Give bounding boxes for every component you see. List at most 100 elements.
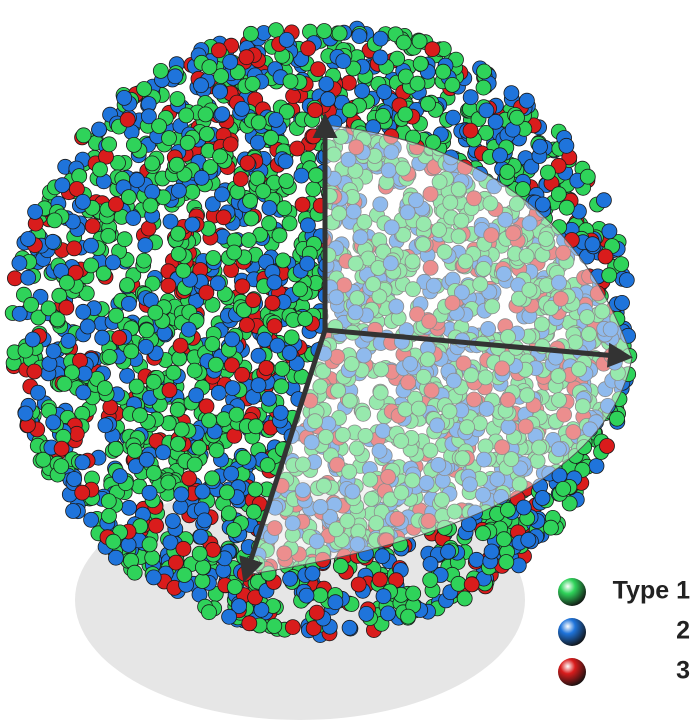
particle [165,514,180,529]
particle [476,80,491,95]
particle [227,580,242,595]
legend: Type 123 [558,577,690,686]
particle [279,174,294,189]
particle [239,50,254,65]
particle [197,513,212,528]
particle [551,187,566,202]
particle [139,339,154,354]
particle [145,184,160,199]
particle [274,379,289,394]
particle [109,308,124,323]
particle [229,407,244,422]
particle [166,365,181,380]
particle [264,130,279,145]
particle [162,131,177,146]
particle [500,164,515,179]
particle [516,500,531,515]
particle [589,459,604,474]
particle [293,282,308,297]
particle [336,54,351,69]
particle [206,251,221,266]
particle [234,101,249,116]
particle [98,418,113,433]
particle [373,50,388,65]
legend-marker [558,618,586,646]
particle [441,544,456,559]
particle [182,471,197,486]
particle [377,85,392,100]
particle [423,557,438,572]
particle [25,332,40,347]
particle [410,76,425,91]
particle [311,62,326,77]
particle [243,193,258,208]
particle [223,54,238,69]
particle [406,586,421,601]
particle [235,279,250,294]
particle [93,162,108,177]
particle [46,415,61,430]
particle [171,247,186,262]
particle [199,399,214,414]
particle [75,455,90,470]
particle [278,154,293,169]
particle [283,74,298,89]
particle [195,560,210,575]
particle [180,135,195,150]
particle [352,29,367,44]
particle [504,86,519,101]
particle [75,194,90,209]
particle [102,137,117,152]
particle [199,285,214,300]
particle [535,491,550,506]
particle [464,577,479,592]
particle [615,295,630,310]
particle [148,305,163,320]
particle [168,69,183,84]
particle [556,481,571,496]
particle [24,297,39,312]
particle [176,541,191,556]
particle [246,504,261,519]
particle [85,219,100,234]
particle [205,471,220,486]
particle [285,620,300,635]
particle [610,411,625,426]
particle [174,487,189,502]
particle [142,537,157,552]
particle [251,378,266,393]
particle [170,402,185,417]
particle [133,408,148,423]
particle [101,494,116,509]
particle [235,367,250,382]
particle [244,211,259,226]
particle [145,156,160,171]
particle [156,445,171,460]
particle [138,238,153,253]
particle [215,107,230,122]
particle [21,232,36,247]
particle [317,24,332,39]
particle [463,90,478,105]
particle [195,574,210,589]
particle [192,546,207,561]
particle [120,112,135,127]
particle [18,406,33,421]
particle [436,64,451,79]
particle-scene: Type 123 [0,0,694,727]
particle [295,197,310,212]
particle [126,137,141,152]
particle [173,338,188,353]
particle [477,64,492,79]
particle [185,217,200,232]
particle [600,439,615,454]
particle [333,559,348,574]
particle [223,137,238,152]
particle [113,469,128,484]
particle [127,565,142,580]
particle [122,500,137,515]
particle [559,200,574,215]
particle [224,466,239,481]
particle [176,263,191,278]
particle [246,293,261,308]
